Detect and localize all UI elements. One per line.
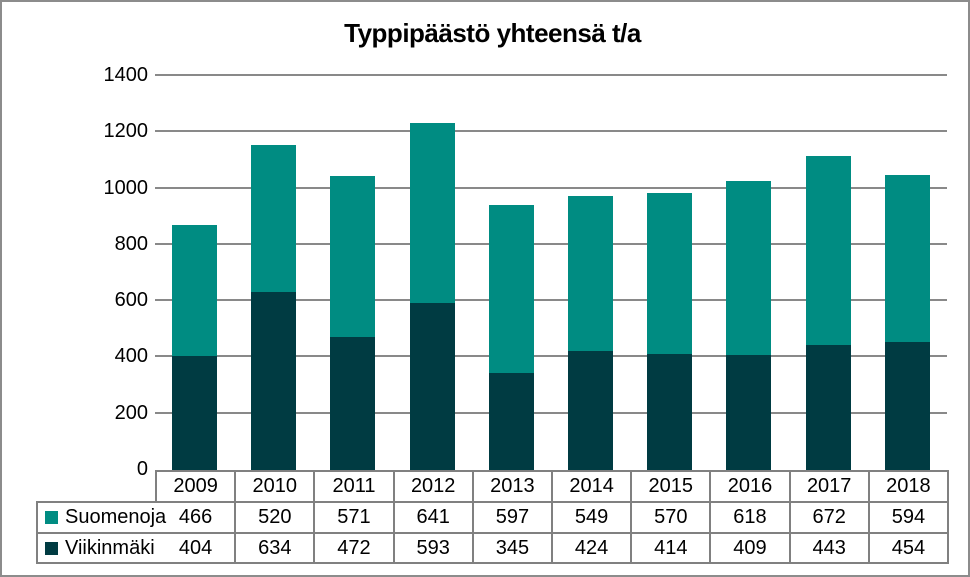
gridline-200 [155, 411, 947, 414]
value-cell-viikinmäki-2017: 443 [790, 534, 868, 562]
bar-segment-viikinmäki-2015 [647, 353, 693, 470]
bar-segment-suomenoja-2016 [726, 180, 772, 355]
value-cell-viikinmäki-2010: 634 [236, 534, 314, 562]
bar-segment-viikinmäki-2010 [251, 291, 297, 470]
value-cell-suomenoja-2009: 466 [157, 503, 235, 532]
bar-column-2015 [630, 75, 709, 470]
legend-item-viikinmäki: Viikinmäki [38, 534, 167, 562]
y-tick-label-1200: 1200 [103, 120, 149, 143]
value-cell-viikinmäki-2011: 472 [315, 534, 393, 562]
year-cell-2017: 2017 [790, 472, 868, 501]
bar-segment-viikinmäki-2009 [172, 356, 218, 470]
gridline-800 [155, 242, 947, 245]
value-cell-suomenoja-2018: 594 [869, 503, 947, 532]
bar-column-2013 [472, 75, 551, 470]
bar-segment-suomenoja-2018 [884, 175, 930, 343]
chart-title: Typpipäästö yhteensä t/a [344, 18, 641, 48]
legend-swatch-suomenoja [45, 511, 58, 524]
plot-area [155, 74, 947, 470]
data-table: 2009 2010 2011 2012 2013 2014 2015 2016 2017 2018… [155, 470, 949, 564]
value-cell-viikinmäki-2012: 593 [394, 534, 472, 562]
bar-segment-viikinmäki-2014 [568, 350, 614, 470]
gridline-1200 [155, 130, 947, 133]
bar-segment-viikinmäki-2017 [805, 345, 851, 470]
y-tick-label-1000: 1000 [103, 176, 149, 199]
value-cell-suomenoja-2013: 597 [473, 503, 551, 532]
value-cell-suomenoja-2015: 570 [632, 503, 710, 532]
bar-column-2017 [789, 75, 868, 470]
value-cell-suomenoja-2017: 672 [790, 503, 868, 532]
legend-item-suomenoja: Suomenoja [38, 503, 167, 532]
value-cell-viikinmäki-2018: 454 [869, 534, 947, 562]
bar-column-2012 [393, 75, 472, 470]
value-cell-viikinmäki-2009: 404 [157, 534, 235, 562]
bar-segment-viikinmäki-2012 [409, 303, 455, 470]
value-cell-suomenoja-2012: 641 [394, 503, 472, 532]
bar-column-2010 [234, 75, 313, 470]
bar-segment-viikinmäki-2016 [726, 354, 772, 470]
bar-column-2016 [709, 75, 788, 470]
bar-segment-suomenoja-2012 [409, 122, 455, 304]
bar-column-2014 [551, 75, 630, 470]
bar-column-2011 [313, 75, 392, 470]
year-cell-2016: 2016 [711, 472, 789, 501]
value-cell-viikinmäki-2014: 424 [552, 534, 631, 562]
year-cell-2014: 2014 [552, 472, 631, 501]
value-cell-suomenoja-2016: 618 [711, 503, 789, 532]
bar-column-2009 [155, 75, 234, 470]
year-cell-2015: 2015 [632, 472, 710, 501]
gridline-600 [155, 299, 947, 302]
value-cell-suomenoja-2014: 549 [552, 503, 631, 532]
bar-segment-suomenoja-2009 [172, 225, 218, 357]
year-cell-2012: 2012 [394, 472, 472, 501]
legend: Suomenoja Viikinmäki [36, 501, 167, 564]
bar-column-2018 [868, 75, 947, 470]
bar-segment-viikinmäki-2011 [330, 337, 376, 470]
value-cell-viikinmäki-2013: 345 [473, 534, 551, 562]
gridline-1400 [155, 74, 947, 76]
bar-segment-suomenoja-2010 [251, 145, 297, 292]
year-cell-2011: 2011 [315, 472, 393, 501]
y-tick-label-400: 400 [114, 345, 148, 368]
gridline-1000 [155, 186, 947, 189]
bar-segment-suomenoja-2013 [488, 204, 534, 373]
gridline-400 [155, 355, 947, 358]
bar-segment-suomenoja-2011 [330, 176, 376, 338]
y-tick-label-1400: 1400 [103, 64, 149, 86]
year-cell-2013: 2013 [473, 472, 551, 501]
legend-swatch-viikinmäki [45, 541, 58, 555]
value-cell-viikinmäki-2016: 409 [711, 534, 789, 562]
y-tick-label-800: 800 [114, 232, 148, 255]
y-tick-label-0: 0 [136, 458, 148, 480]
year-cell-2018: 2018 [869, 472, 947, 501]
bar-segment-suomenoja-2017 [805, 156, 851, 346]
value-cell-suomenoja-2010: 520 [236, 503, 314, 532]
y-tick-label-600: 600 [114, 289, 148, 312]
year-cell-2010: 2010 [236, 472, 314, 501]
year-cell-2009: 2009 [157, 472, 235, 501]
bar-segment-suomenoja-2014 [568, 196, 614, 351]
legend-label-suomenoja: Suomenoja [65, 506, 167, 528]
y-tick-label-200: 200 [114, 401, 148, 424]
legend-label-viikinmäki: Viikinmäki [65, 536, 155, 559]
value-cell-suomenoja-2011: 571 [315, 503, 393, 532]
bar-segment-viikinmäki-2013 [488, 372, 534, 470]
bar-segment-viikinmäki-2018 [884, 342, 930, 470]
value-cell-viikinmäki-2015: 414 [632, 534, 710, 562]
bar-segment-suomenoja-2015 [647, 193, 693, 354]
